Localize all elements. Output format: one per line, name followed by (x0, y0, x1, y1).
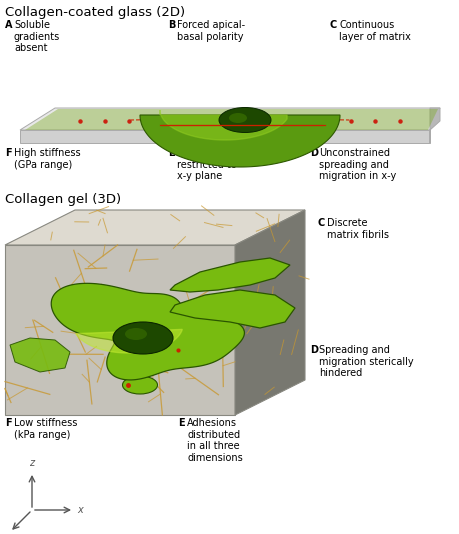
Ellipse shape (113, 322, 173, 354)
Ellipse shape (123, 376, 157, 394)
Text: Discrete
matrix fibrils: Discrete matrix fibrils (327, 218, 389, 240)
Polygon shape (5, 245, 235, 415)
Text: E: E (168, 148, 174, 158)
Text: D: D (310, 148, 318, 158)
Text: Soluble
gradients
Present: Soluble gradients Present (14, 248, 60, 281)
Ellipse shape (125, 328, 147, 340)
Ellipse shape (229, 113, 247, 123)
Text: C: C (318, 218, 325, 228)
Text: Unconstrained
spreading and
migration in x-y: Unconstrained spreading and migration in… (319, 148, 396, 181)
Polygon shape (10, 338, 70, 372)
Ellipse shape (219, 107, 271, 132)
Text: Forced apical-
basal polarity: Forced apical- basal polarity (177, 20, 245, 42)
Polygon shape (76, 329, 182, 353)
Text: Low stiffness
(kPa range): Low stiffness (kPa range) (14, 418, 78, 439)
Polygon shape (25, 109, 438, 130)
Text: High stiffness
(GPa range): High stiffness (GPa range) (14, 148, 81, 170)
Polygon shape (170, 290, 295, 328)
Text: Adhesions
restricted to
x-y plane: Adhesions restricted to x-y plane (177, 148, 237, 181)
Polygon shape (430, 108, 440, 143)
Polygon shape (51, 284, 245, 380)
Text: Continuous
layer of matrix: Continuous layer of matrix (339, 20, 411, 42)
Text: A: A (5, 248, 12, 258)
Text: D: D (310, 345, 318, 355)
Polygon shape (20, 108, 440, 130)
Polygon shape (140, 115, 340, 167)
Polygon shape (170, 258, 290, 292)
Text: C: C (330, 20, 337, 30)
Polygon shape (5, 210, 305, 245)
Polygon shape (20, 130, 430, 143)
Text: Soluble
gradients
absent: Soluble gradients absent (14, 20, 60, 53)
Text: F: F (5, 148, 11, 158)
Text: B: B (178, 248, 185, 258)
Text: Collagen gel (3D): Collagen gel (3D) (5, 193, 121, 206)
Text: A: A (5, 20, 12, 30)
Text: z: z (29, 458, 34, 468)
Text: Collagen-coated glass (2D): Collagen-coated glass (2D) (5, 6, 185, 19)
Text: F: F (5, 418, 11, 428)
Text: Adhesions
distributed
in all three
dimensions: Adhesions distributed in all three dimen… (187, 418, 243, 463)
Text: Spreading and
migration sterically
hindered: Spreading and migration sterically hinde… (319, 345, 414, 378)
Text: E: E (178, 418, 185, 428)
Polygon shape (160, 110, 287, 140)
Text: x: x (77, 505, 83, 515)
Text: No prescribed
polarity: No prescribed polarity (187, 248, 255, 270)
Polygon shape (235, 210, 305, 415)
Text: B: B (168, 20, 175, 30)
